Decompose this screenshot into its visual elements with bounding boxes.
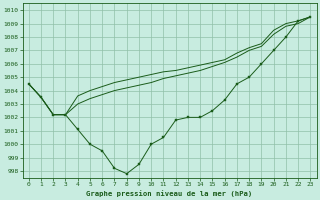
X-axis label: Graphe pression niveau de la mer (hPa): Graphe pression niveau de la mer (hPa) <box>86 190 253 197</box>
